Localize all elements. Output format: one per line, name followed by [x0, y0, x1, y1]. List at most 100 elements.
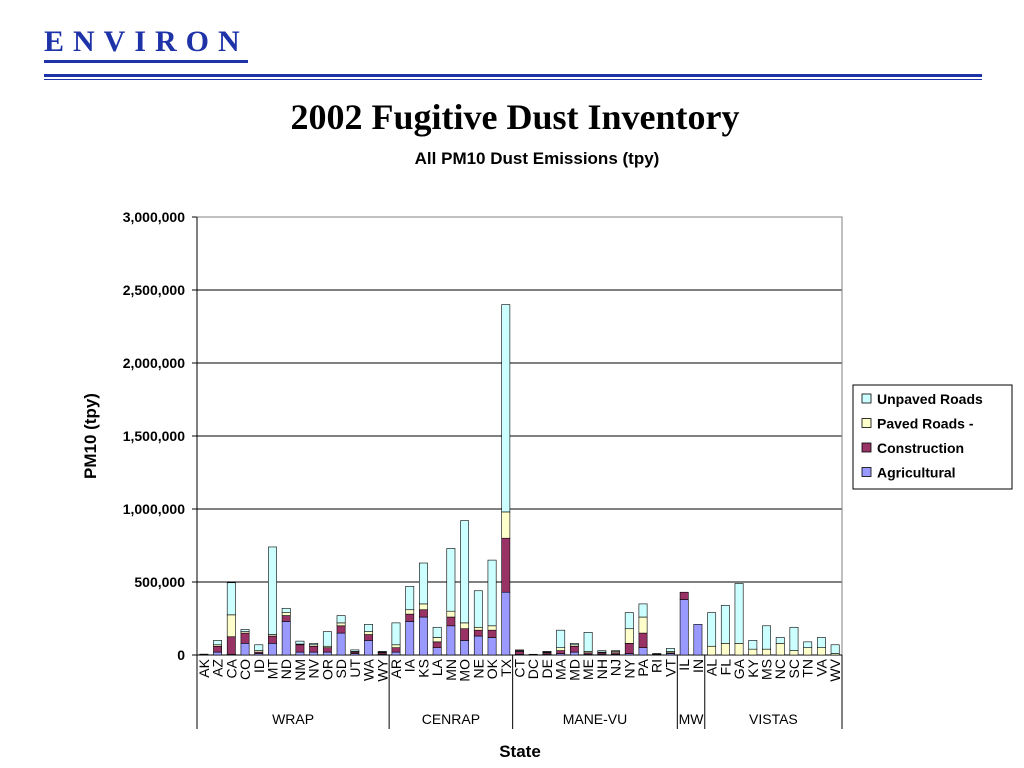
x-tick-label: NM [292, 659, 308, 681]
legend-swatch [861, 418, 872, 428]
bar-segment [460, 520, 470, 624]
x-tick-label: OK [484, 658, 500, 679]
bar-segment [528, 653, 538, 656]
bar-segment [666, 648, 675, 652]
bar-segment [295, 651, 305, 656]
x-tick-label: WV [827, 658, 843, 681]
y-tick-label: 500,000 [134, 574, 185, 590]
y-tick-label: 2,500,000 [123, 282, 185, 298]
bar-segment [391, 622, 401, 646]
bar-segment [816, 647, 826, 656]
bar-segment [281, 607, 291, 613]
x-axis-title: State [499, 742, 541, 761]
bar-segment [391, 644, 401, 649]
bar-segment [679, 599, 689, 656]
y-tick-label: 2,000,000 [123, 355, 185, 371]
x-tick-label: NE [470, 659, 486, 678]
bar-segment [226, 614, 236, 638]
bar-segment [432, 626, 442, 638]
header-rule [44, 74, 982, 77]
x-tick-label: ND [278, 659, 294, 679]
bar-segment [515, 651, 524, 655]
legend-label: Paved Roads - [877, 416, 974, 432]
bar-segment [432, 641, 442, 648]
bar-segment [693, 624, 703, 656]
bar-segment [734, 583, 744, 644]
bar-segment [775, 637, 785, 644]
bar-segment [473, 635, 483, 656]
logo-text: ENVIRON [44, 25, 249, 58]
bar-segment [473, 629, 483, 637]
bar-segment [281, 615, 291, 622]
x-tick-label: MD [566, 659, 582, 681]
bar-segment [322, 647, 332, 653]
bar-segment [638, 647, 648, 656]
bar-segment [405, 613, 415, 622]
bar-segment [652, 653, 662, 655]
bar-segment [473, 590, 483, 628]
bar-segment [487, 625, 497, 631]
bar-segment [226, 636, 236, 655]
bar-segment [542, 651, 552, 653]
bar-segment [803, 641, 813, 648]
bar-segment [515, 649, 524, 651]
legend-box [852, 384, 1013, 490]
group-label: CENRAP [422, 711, 480, 727]
bar-segment [295, 640, 305, 645]
bar-segment [679, 591, 689, 600]
bar-segment [364, 631, 373, 635]
bar-segment [720, 605, 730, 644]
y-axis-title: PM10 (tpy) [81, 393, 100, 479]
x-tick-label: UT [347, 659, 363, 678]
bar-segment [501, 511, 511, 539]
x-tick-label: MS [759, 659, 775, 680]
bar-segment [419, 603, 428, 611]
bar-segment [405, 586, 415, 611]
bar-segment [734, 643, 744, 656]
bar-segment [707, 645, 717, 656]
bar-segment [748, 640, 758, 650]
bar-segment [624, 612, 634, 630]
bar-segment [816, 637, 826, 648]
bar-segment [597, 650, 607, 653]
y-tick-label: 1,500,000 [123, 428, 185, 444]
x-tick-label: IA [402, 658, 418, 672]
bar-segment [789, 626, 799, 651]
bar-segment [419, 616, 428, 656]
x-tick-label: AK [196, 658, 212, 677]
bar-segment [762, 648, 771, 656]
x-tick-label: GA [731, 658, 747, 679]
bar-segment [213, 645, 223, 653]
group-label: WRAP [272, 711, 314, 727]
x-tick-label: WA [361, 658, 377, 681]
x-tick-label: CO [237, 659, 253, 680]
x-tick-label: OR [319, 659, 335, 680]
slide-title: 2002 Fugitive Dust Inventory [290, 97, 740, 137]
legend-label: Construction [877, 440, 964, 456]
bar-segment [638, 603, 648, 618]
bar-segment [405, 621, 415, 656]
x-tick-label: MO [457, 659, 473, 682]
x-tick-label: NC [772, 659, 788, 679]
bar-segment [377, 651, 387, 653]
bar-segment [364, 640, 373, 656]
bar-segment [556, 629, 566, 648]
y-tick-label: 1,000,000 [123, 501, 185, 517]
bar-segment [322, 631, 332, 647]
bar-segment [213, 640, 223, 646]
bar-segment [446, 625, 456, 656]
bar-segment [336, 622, 346, 627]
x-tick-label: AL [704, 659, 720, 676]
x-tick-label: TN [800, 659, 816, 678]
x-tick-label: KY [745, 658, 761, 677]
bar-segment [364, 634, 373, 641]
bar-segment [830, 644, 840, 654]
bar-segment [419, 609, 428, 618]
bar-segment [707, 612, 717, 647]
bar-segment [803, 647, 813, 656]
bar-segment [268, 635, 277, 644]
bar-segment [583, 632, 593, 652]
bar-segment [569, 645, 579, 653]
x-tick-label: NH [594, 659, 610, 679]
bar-segment [199, 653, 209, 655]
